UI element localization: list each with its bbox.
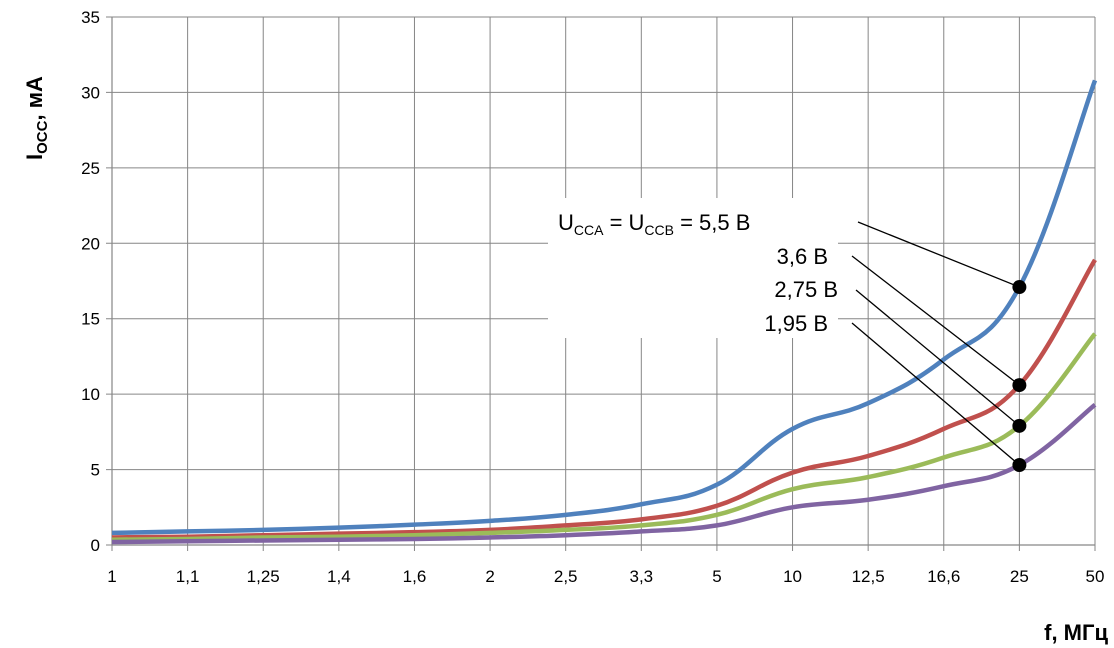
annotation: UCCA = UCCB = 5,5 В 3,6 В 2,75 В 1,95 В [548,198,838,338]
x-tick-label: 2,5 [554,567,578,586]
annotation-label-2-75: 2,75 В [774,277,838,302]
series-line-1 [111,79,1098,536]
leader-line [855,289,1020,427]
marker-point [1012,280,1027,295]
marker-point [1012,418,1027,433]
x-tick-label: 10 [783,567,802,586]
x-tick-label: 50 [1086,567,1105,586]
leader-line [857,221,1020,288]
x-tick-label: 25 [1010,567,1029,586]
marker-point [1012,378,1027,393]
annotation-label-3-6: 3,6 В [777,244,828,269]
y-tick-label: 10 [81,385,100,404]
leader-line [851,322,1020,466]
y-tick-label: 30 [81,83,100,102]
x-tick-label: 16,6 [927,567,960,586]
series-line-4 [111,402,1097,545]
x-tick-labels: 1 1,1 1,25 1,4 1,6 2 2,5 3,3 5 10 12,5 16,6 25 50 [107,567,1104,586]
y-tick-label: 35 [81,8,100,27]
leader-line [851,255,1020,386]
x-tick-label: 1 [107,567,116,586]
series-lines [111,79,1098,545]
y-tick-label: 25 [81,159,100,178]
x-tick-label: 2 [485,567,494,586]
y-axis-title: IOCC, мА [22,76,51,160]
x-tick-label: 1,6 [403,567,427,586]
annotation-label-1-95: 1,95 В [764,311,828,336]
annotation-leaders [851,221,1027,473]
x-tick-label: 1,25 [247,567,280,586]
x-tick-label: 3,3 [629,567,653,586]
x-axis-title: f, МГц [1044,620,1108,645]
marker-point [1012,458,1027,473]
x-tick-label: 1,4 [327,567,351,586]
y-tick-labels: 0 5 10 15 20 25 30 35 [81,8,100,555]
y-tick-label: 15 [81,310,100,329]
y-tick-label: 0 [91,536,100,555]
y-tick-label: 5 [91,461,100,480]
series-line-2 [111,258,1097,540]
x-tick-label: 5 [712,567,721,586]
annotation-background [548,198,838,338]
series-line-3 [111,332,1097,542]
x-tick-label: 12,5 [852,567,885,586]
annotation-main-label: UCCA = UCCB = 5,5 В [558,210,750,238]
y-tick-label: 20 [81,234,100,253]
x-tick-label: 1,1 [176,567,200,586]
